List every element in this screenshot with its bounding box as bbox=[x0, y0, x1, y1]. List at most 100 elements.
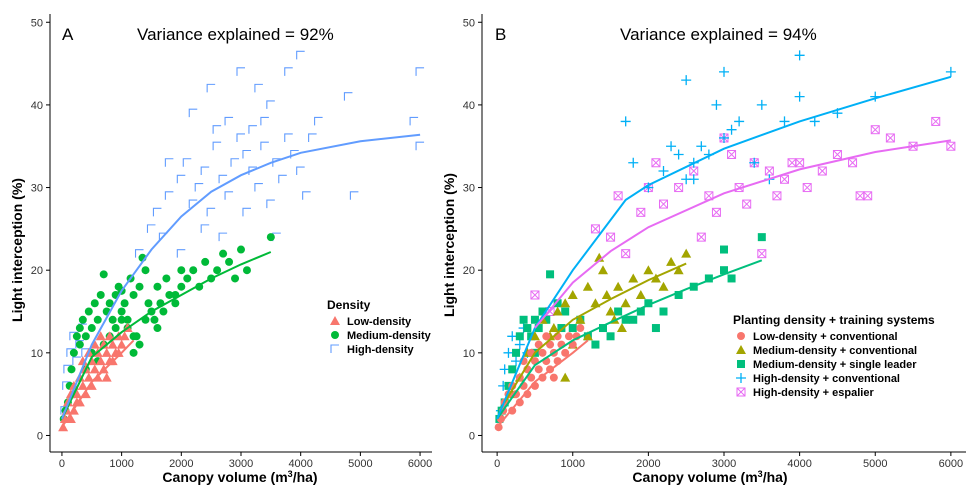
panel-b-legend-key bbox=[736, 373, 746, 383]
panel-a-point-bracket bbox=[75, 340, 84, 349]
panel-b-point-plus bbox=[499, 364, 510, 375]
panel-b-point-circle bbox=[538, 348, 547, 357]
panel-a-point-bracket bbox=[236, 67, 245, 76]
panel-a-legend-key bbox=[330, 316, 340, 325]
panel-b-point-xbox bbox=[787, 158, 797, 168]
panel-a-x-tick-label: 3000 bbox=[229, 458, 253, 470]
panel-b-point-plus bbox=[503, 347, 514, 358]
panel-a-point-bracket bbox=[176, 249, 186, 258]
panel-b-point-xbox bbox=[696, 232, 706, 242]
panel-a-point-bracket bbox=[266, 199, 275, 209]
panel-a-point-bracket bbox=[164, 158, 174, 167]
panel-b-y-tick-label: 20 bbox=[463, 265, 475, 277]
panel-b-point-circle bbox=[527, 373, 536, 382]
panel-b-point-plus bbox=[681, 75, 692, 86]
panel-b-legend-label: High-density + conventional bbox=[753, 373, 900, 385]
panel-a-fit-line bbox=[60, 133, 421, 420]
panel-a-point-bracket bbox=[296, 166, 305, 176]
panel-b-point-triangle bbox=[628, 273, 639, 283]
panel-b-point-triangle bbox=[582, 331, 593, 341]
panel-b-point-square bbox=[720, 245, 728, 254]
panel-a-point-triangle bbox=[77, 380, 88, 390]
panel-a-point-bracket bbox=[188, 108, 198, 118]
panel-a-point-circle bbox=[123, 315, 132, 324]
panel-a-point-bracket bbox=[176, 174, 186, 184]
panel-a-point-circle bbox=[75, 340, 84, 349]
panel-a-point-triangle bbox=[71, 389, 82, 399]
panel-a-point-bracket bbox=[182, 158, 192, 167]
panel-a-point-bracket bbox=[212, 141, 222, 151]
panel-a-point-circle bbox=[162, 274, 171, 283]
panel-a-point-circle bbox=[84, 307, 93, 316]
panel-a-point-circle bbox=[99, 270, 108, 279]
panel-b-point-square bbox=[508, 365, 517, 374]
panel-a-point-circle bbox=[72, 332, 81, 341]
panel-a-point-bracket bbox=[194, 182, 204, 192]
panel-b-point-xbox bbox=[757, 249, 767, 259]
panel-a-y-tick-label: 20 bbox=[31, 265, 43, 277]
panel-b-point-circle bbox=[561, 348, 570, 357]
panel-a-point-bracket bbox=[302, 191, 311, 200]
panel-b-point-xbox bbox=[711, 207, 721, 217]
panel-b-point-triangle bbox=[613, 281, 624, 291]
panel-b-point-xbox bbox=[863, 191, 873, 201]
panel-a-point-bracket bbox=[134, 249, 144, 258]
panel-a-x-tick-label: 5000 bbox=[348, 458, 372, 470]
panel-b-x-tick-label: 3000 bbox=[712, 458, 736, 470]
panel-b-legend-key bbox=[737, 360, 745, 368]
panel-a-point-circle bbox=[201, 257, 210, 266]
panel-a-point-bracket bbox=[146, 224, 156, 233]
panel-b-point-triangle bbox=[575, 314, 586, 324]
panel-a-legend-key bbox=[331, 331, 339, 339]
panel-b-x-tick-label: 1000 bbox=[561, 458, 585, 470]
panel-a-point-circle bbox=[129, 348, 138, 357]
panel-b-fit-line bbox=[503, 262, 687, 403]
panel-b-point-square bbox=[757, 233, 766, 242]
panel-a-x-tick-label: 2000 bbox=[169, 458, 193, 470]
panel-a-point-triangle bbox=[65, 413, 76, 423]
panel-a-point-circle bbox=[153, 324, 162, 333]
panel-a-point-triangle bbox=[98, 339, 109, 349]
panel-a-point-bracket bbox=[260, 141, 269, 151]
panel-b-point-plus bbox=[719, 132, 729, 143]
panel-a-point-triangle bbox=[83, 372, 94, 382]
panel-b-point-square bbox=[561, 307, 570, 316]
panel-b-legend-label: Medium-density + conventional bbox=[753, 345, 917, 357]
panel-a-point-bracket bbox=[188, 199, 198, 209]
panel-b-point-xbox bbox=[636, 207, 646, 217]
panel-a-point-bracket bbox=[158, 232, 168, 242]
panel-a-fit-line bbox=[60, 251, 272, 420]
panel-a-point-circle bbox=[189, 266, 198, 275]
panel-a-point-bracket bbox=[206, 83, 216, 93]
panel-a-point-circle bbox=[108, 315, 117, 324]
panel-b-point-xbox bbox=[870, 125, 880, 135]
panel-b-y-tick-label: 30 bbox=[463, 183, 475, 195]
panel-b-point-plus bbox=[749, 157, 760, 168]
panel-a-point-bracket bbox=[218, 174, 228, 184]
panel-a-point-circle bbox=[144, 299, 153, 308]
panel-b-fit-line bbox=[496, 339, 589, 428]
panel-a-point-circle bbox=[141, 266, 150, 275]
panel-a-point-bracket bbox=[296, 50, 305, 60]
panel-b-legend-title: Planting density + training systems bbox=[733, 313, 935, 327]
panel-a-point-triangle bbox=[119, 331, 130, 341]
panel-b-point-triangle bbox=[529, 331, 540, 341]
panel-b-point-plus bbox=[794, 50, 805, 61]
panel-a-point-circle bbox=[117, 315, 126, 324]
panel-b-point-square bbox=[553, 299, 562, 308]
panel-b-point-xbox bbox=[659, 199, 668, 209]
panel-a-point-bracket bbox=[242, 149, 251, 159]
panel-b-point-triangle bbox=[681, 248, 692, 258]
panel-b-point-xbox bbox=[590, 224, 600, 234]
panel-a-point-bracket bbox=[242, 207, 251, 217]
panel-b-x-tick-label: 5000 bbox=[863, 458, 887, 470]
panel-b-point-xbox bbox=[855, 191, 865, 201]
panel-a-point-circle bbox=[177, 266, 186, 275]
panel-a-point-bracket bbox=[272, 158, 281, 167]
panel-a-y-tick-label: 0 bbox=[37, 430, 43, 442]
panel-a-point-bracket bbox=[314, 116, 323, 126]
panel-b-point-square bbox=[568, 324, 577, 333]
panel-b-point-triangle bbox=[601, 289, 612, 299]
panel-b-point-plus bbox=[673, 149, 684, 160]
